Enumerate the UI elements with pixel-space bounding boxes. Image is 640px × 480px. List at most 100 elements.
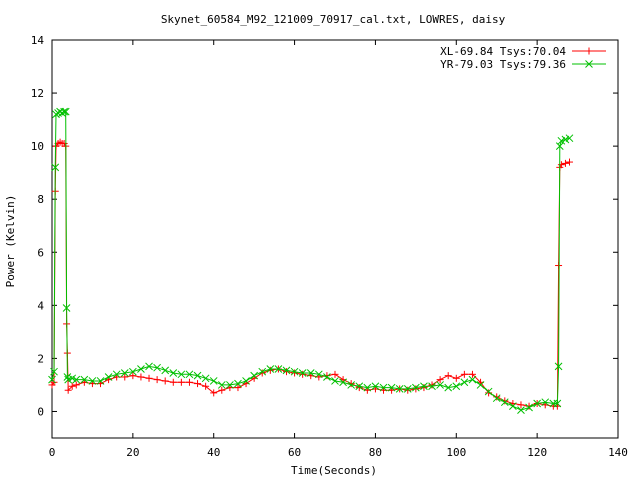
series-2-point [88,377,97,385]
series-1-line [51,141,570,407]
series-2-point [554,362,563,371]
plot-area [48,107,574,414]
x-tick-label: 20 [126,446,139,459]
x-tick-label: 120 [527,446,547,459]
series-2-point [129,367,137,376]
series-1-point [444,372,452,380]
series-2-point [80,375,89,384]
series-2-point [120,369,129,377]
series-2-point [258,367,267,376]
series-2-point [387,383,396,392]
series-2-point [290,367,299,376]
series-1-point [557,161,565,169]
y-tick-label: 4 [37,299,44,312]
series-2-point [500,398,509,407]
series-2-point [161,366,170,375]
series-2-point [492,394,501,403]
x-tick-label: 0 [49,446,56,459]
series-1-point [210,389,218,397]
series-2-point [403,385,412,393]
series-1-point [299,370,307,378]
series-2-point [363,383,372,392]
series-1-point [347,380,355,388]
series-2-point [209,377,218,385]
x-axis-ticks: 0 20 40 60 80 100 120 140 [49,40,628,459]
series-2-point [72,375,81,384]
series-2-point [428,382,436,391]
y-axis-ticks: 0 2 4 6 8 10 12 14 [31,34,618,418]
series-1-point [428,381,436,389]
series-2-point [201,374,210,383]
series-2-point [484,387,493,396]
series-1-point [460,370,468,378]
series-2-point [250,371,258,380]
series-2-point [460,378,469,387]
series-2-point [533,399,541,408]
series-1-point [72,381,80,389]
series-1-point [137,373,145,381]
series-1-point [561,159,569,167]
series-1-point [161,377,169,385]
series-2-point [242,377,250,385]
series-2-point [51,163,60,172]
series-2-point [565,134,574,143]
series-1-point [412,385,420,393]
series-1-point [436,376,444,384]
series-2 [48,107,574,414]
series-2-point [96,377,105,385]
series-2-point [274,365,283,373]
series-1-point [121,373,129,381]
series-2-point [282,366,291,375]
x-tick-label: 100 [446,446,466,459]
series-1-point [194,380,202,388]
series-2-point [298,369,307,377]
series-2-point [226,381,234,389]
series-2-point [517,406,525,414]
series-2-point [145,362,153,371]
series-2-point [314,370,323,379]
series-2-point [266,365,275,373]
x-tick-label: 40 [207,446,220,459]
series-2-point [371,382,380,391]
series-1-point [323,372,331,380]
series-1-point [218,386,226,394]
series-2-point [452,382,461,391]
series-2-point [331,377,339,385]
series-2-point [468,375,477,384]
series-2-point [153,363,161,372]
chart-title: Skynet_60584_M92_121009_70917_cal.txt, L… [161,13,506,26]
series-1 [48,138,573,410]
series-1-point [282,368,290,376]
series-1-point [555,262,563,270]
plot-axes [51,39,619,439]
series-2-point [63,373,72,381]
series-2-point [50,367,58,376]
legend-marker [585,60,593,68]
series-2-point [104,373,113,381]
series-2-line [51,110,570,411]
series-1-point [177,378,185,386]
series-2-point [306,369,315,377]
y-tick-label: 12 [31,87,44,100]
y-tick-label: 2 [37,352,44,365]
series-2-point [48,375,56,384]
series-2-point [112,370,121,379]
series-1-point [202,382,210,390]
legend-label: YR-79.03 Tsys:79.36 [440,58,566,71]
series-1-point [145,374,153,382]
series-1-point [185,378,193,386]
series-2-point [553,399,562,408]
series-2-point [137,365,145,373]
series-2-point [217,381,226,389]
series-2-point [525,403,533,412]
series-2-point [444,383,453,392]
series-1-point [420,384,428,392]
series-2-point [555,142,564,150]
series-1-point [68,382,76,390]
series-1-point [517,401,525,409]
series-2-point [412,383,420,392]
series-2-point [436,381,444,389]
series-2-point [379,383,388,392]
series-2-point [60,107,68,116]
